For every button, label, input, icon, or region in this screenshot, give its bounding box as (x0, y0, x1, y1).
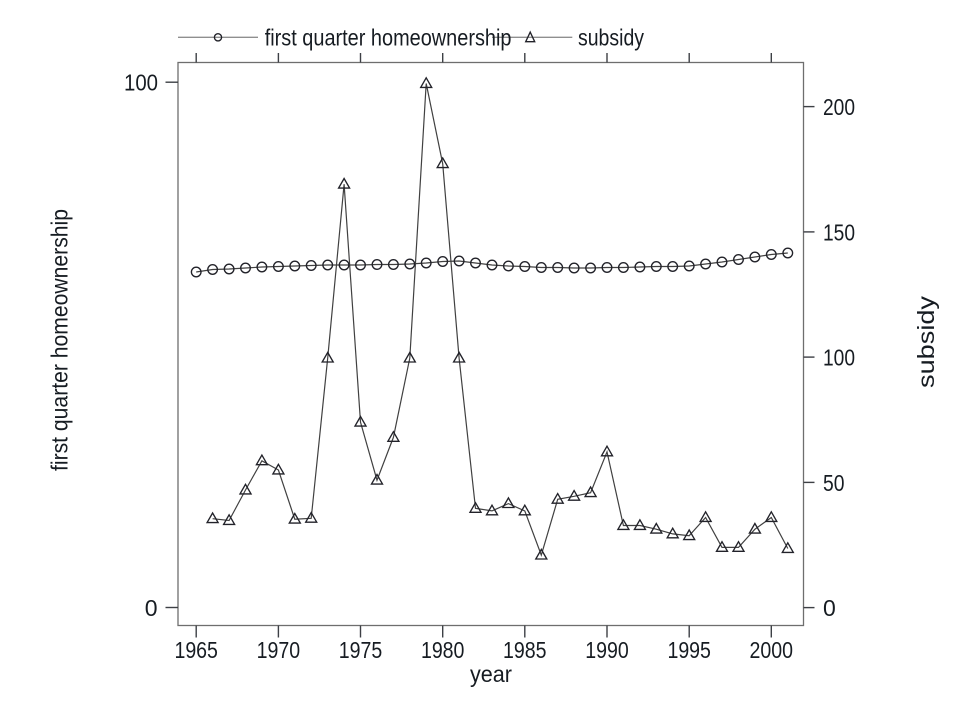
svg-text:first quarter homeownership: first quarter homeownership (265, 24, 512, 50)
svg-text:0: 0 (823, 595, 836, 621)
svg-text:1970: 1970 (257, 637, 301, 663)
svg-text:1975: 1975 (339, 637, 383, 663)
svg-text:100: 100 (823, 345, 855, 371)
svg-text:200: 200 (823, 94, 855, 120)
svg-text:1965: 1965 (174, 637, 218, 663)
svg-text:0: 0 (145, 595, 158, 621)
svg-text:1980: 1980 (421, 637, 465, 663)
svg-text:150: 150 (823, 219, 855, 245)
svg-text:50: 50 (823, 470, 845, 496)
svg-text:1995: 1995 (667, 637, 711, 663)
svg-text:2000: 2000 (750, 637, 794, 663)
svg-text:subsidy: subsidy (578, 24, 644, 50)
svg-text:first quarter homeownership: first quarter homeownership (47, 209, 73, 471)
svg-text:1990: 1990 (585, 637, 629, 663)
svg-text:subsidy: subsidy (913, 295, 939, 388)
svg-text:100: 100 (124, 70, 158, 96)
svg-text:year: year (470, 661, 512, 687)
svg-text:1985: 1985 (503, 637, 547, 663)
